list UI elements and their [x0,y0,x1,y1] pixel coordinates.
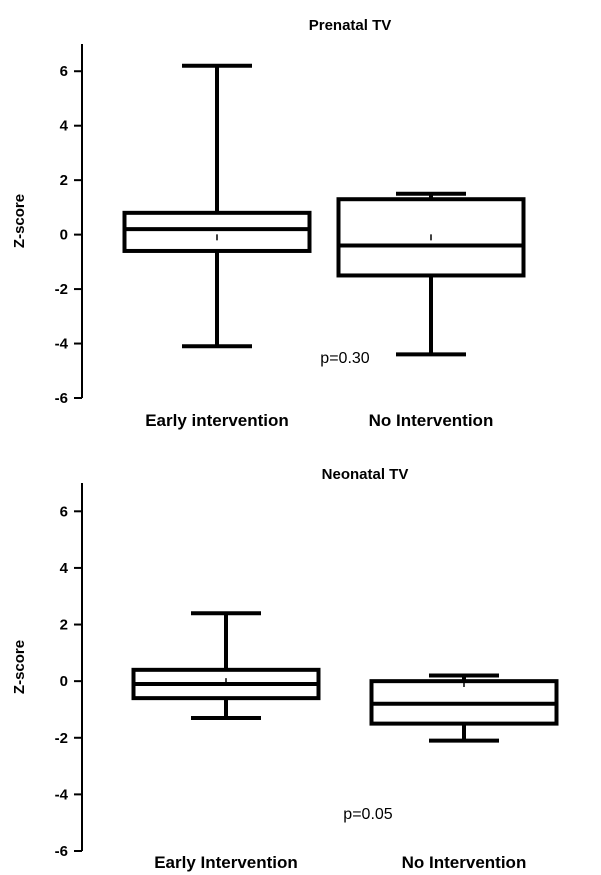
box-group [122,63,526,357]
y-tick-label: -2 [55,730,68,747]
y-tick-label: 0 [60,673,68,690]
y-tick-label: -2 [55,281,68,298]
category-label: No Intervention [369,411,494,430]
category-label: No Intervention [402,853,527,872]
chart-title: Prenatal TV [309,17,392,34]
p-value-annotation: p=0.05 [343,806,392,823]
category-label: Early Intervention [154,853,298,872]
box-plot-1 [122,63,312,349]
y-tick-label: 2 [60,172,68,189]
neonatal-tv-panel: Neonatal TV Z-score -6 -4 -2 0 2 4 6 Early Int… [11,466,559,872]
category-label: Early intervention [145,411,289,430]
box-plot-1 [131,611,321,720]
y-tick-label: -6 [55,390,68,407]
box-group [131,611,559,743]
y-tick-label: 4 [60,560,69,577]
y-tick-label: 6 [60,63,68,80]
y-tick-label: -6 [55,843,68,860]
y-tick-label: -4 [55,786,69,803]
iqr-box [122,210,312,253]
chart-title: Neonatal TV [322,466,409,483]
p-value-annotation: p=0.30 [320,350,369,367]
y-tick-label: -4 [55,336,69,353]
y-axis-ticks: -6 -4 -2 0 2 4 6 [55,503,82,860]
y-axis-label: Z-score [11,194,28,248]
y-tick-label: 0 [60,227,68,244]
y-tick-label: 6 [60,503,68,520]
prenatal-tv-panel: Prenatal TV Z-score -6 -4 -2 0 2 4 6 Early int… [11,17,526,430]
box-plot-2 [369,673,559,743]
y-axis-label: Z-score [11,640,28,694]
category-labels: Early Intervention No Intervention [154,853,526,872]
y-tick-label: 2 [60,617,68,634]
y-axis-ticks: -6 -4 -2 0 2 4 6 [55,63,82,407]
category-labels: Early intervention No Intervention [145,411,493,430]
box-plot-2 [336,191,526,357]
y-tick-label: 4 [60,118,69,135]
